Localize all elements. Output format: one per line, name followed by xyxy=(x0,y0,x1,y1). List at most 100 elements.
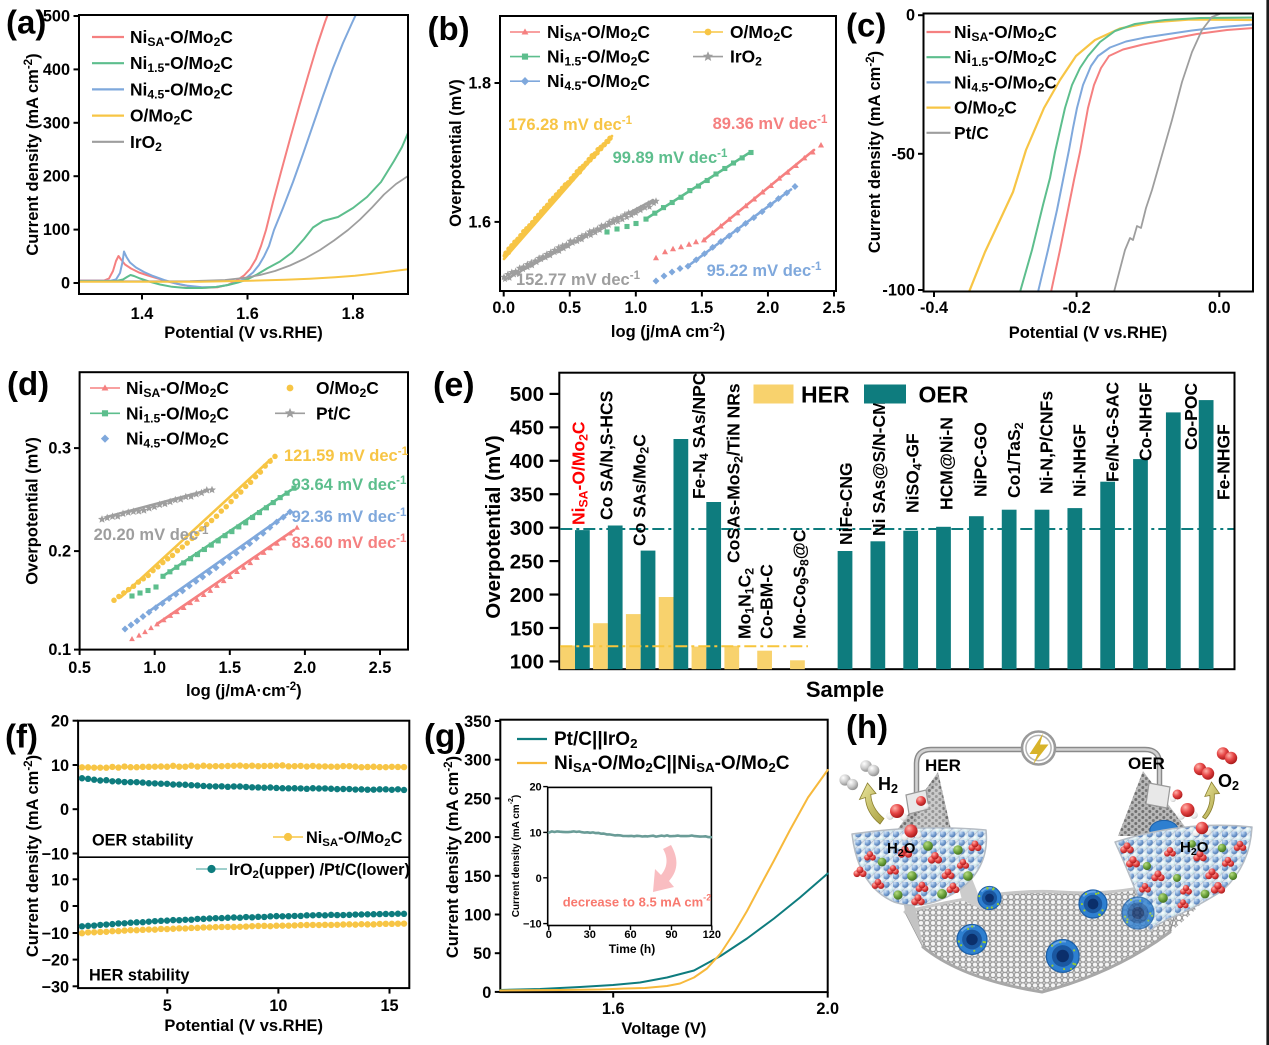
svg-text:0: 0 xyxy=(61,275,70,293)
svg-text:Ni-NHGF: Ni-NHGF xyxy=(1070,424,1090,497)
svg-text:300: 300 xyxy=(43,114,70,132)
svg-text:OER: OER xyxy=(1128,754,1165,773)
svg-text:20.20 mV dec-1​: 20.20 mV dec-1​ xyxy=(94,525,209,544)
svg-text:H2​O: H2​O xyxy=(1180,839,1209,858)
svg-text:Potential (V vs.RHE): Potential (V vs.RHE) xyxy=(164,1017,323,1035)
svg-text:200: 200 xyxy=(464,829,491,847)
svg-text:100: 100 xyxy=(464,907,491,925)
svg-text:5: 5 xyxy=(163,997,172,1015)
svg-text:Co-NHGF: Co-NHGF xyxy=(1135,382,1155,461)
svg-text:Current density (mA cm-2​): Current density (mA cm-2​) xyxy=(443,756,462,958)
svg-text:200: 200 xyxy=(510,584,544,607)
svg-text:121.59 mV dec-1​: 121.59 mV dec-1​ xyxy=(284,446,409,465)
svg-text:O/Mo2​C: O/Mo2​C xyxy=(316,378,379,400)
svg-text:2.0: 2.0 xyxy=(816,1000,839,1018)
svg-text:Fe-N4​ SAs/NPC: Fe-N4​ SAs/NPC xyxy=(689,372,711,499)
svg-text:250: 250 xyxy=(464,790,491,808)
svg-text:400: 400 xyxy=(43,61,70,79)
svg-text:15: 15 xyxy=(380,997,398,1015)
svg-text:Time (h): Time (h) xyxy=(609,942,655,956)
svg-text:0: 0 xyxy=(546,929,552,941)
svg-text:Ni-N,P/CNFs: Ni-N,P/CNFs xyxy=(1036,391,1056,494)
svg-text:1.5: 1.5 xyxy=(691,299,714,317)
svg-text:(c): (c) xyxy=(846,7,886,44)
svg-text:NiSA​-O/Mo2​C: NiSA​-O/Mo2​C xyxy=(306,829,403,849)
svg-text:IrO2​(upper) /Pt/C(lower): IrO2​(upper) /Pt/C(lower) xyxy=(229,861,410,881)
svg-text:0.0: 0.0 xyxy=(1208,299,1231,317)
svg-text:Voltage (V): Voltage (V) xyxy=(621,1020,706,1038)
svg-text:HCM@Ni-N: HCM@Ni-N xyxy=(936,417,956,510)
svg-text:CoSAs-MoS2​/TiN NRs: CoSAs-MoS2​/TiN NRs xyxy=(723,383,745,563)
svg-text:0.2: 0.2 xyxy=(48,543,71,561)
svg-text:Ni4.5​-O/Mo2​C: Ni4.5​-O/Mo2​C xyxy=(126,429,229,451)
svg-text:92.36 mV dec-1​: 92.36 mV dec-1​ xyxy=(292,507,407,526)
svg-text:83.60 mV dec-1​: 83.60 mV dec-1​ xyxy=(292,533,407,552)
svg-text:NiSA​-O/Mo2​C: NiSA​-O/Mo2​C xyxy=(547,22,650,44)
svg-text:(d): (d) xyxy=(7,365,49,402)
svg-text:Co-BM-C: Co-BM-C xyxy=(756,564,776,639)
svg-text:30: 30 xyxy=(584,929,596,941)
svg-text:−10: −10 xyxy=(41,846,69,864)
svg-text:IrO2​: IrO2​ xyxy=(130,132,162,154)
svg-text:0: 0 xyxy=(60,898,69,916)
svg-text:0.1: 0.1 xyxy=(48,641,71,659)
svg-text:NiSA​-O/Mo2​C: NiSA​-O/Mo2​C xyxy=(568,421,590,525)
svg-text:−10: −10 xyxy=(523,919,542,931)
svg-text:1.0: 1.0 xyxy=(143,659,166,677)
svg-text:10: 10 xyxy=(529,827,541,839)
svg-text:Co-POC: Co-POC xyxy=(1181,383,1201,450)
svg-text:Current density (mA cm-2​): Current density (mA cm-2​) xyxy=(23,755,42,957)
svg-text:Mo-Co9​S8​@C: Mo-Co9​S8​@C xyxy=(789,529,811,639)
svg-text:Overpotential (mV): Overpotential (mV) xyxy=(482,435,505,618)
svg-text:10: 10 xyxy=(51,757,69,775)
svg-text:Ni4.5​-O/Mo2​C: Ni4.5​-O/Mo2​C xyxy=(547,71,650,93)
svg-text:1.0: 1.0 xyxy=(624,299,647,317)
svg-text:20: 20 xyxy=(529,782,541,794)
svg-text:HER: HER xyxy=(801,382,850,408)
svg-text:NiSO4​-GF: NiSO4​-GF xyxy=(902,433,924,513)
svg-text:0.0: 0.0 xyxy=(492,299,515,317)
svg-text:Potential (V vs.RHE): Potential (V vs.RHE) xyxy=(164,324,323,342)
svg-text:152.77 mV dec-1​: 152.77 mV dec-1​ xyxy=(516,270,641,289)
svg-text:Pt/C||IrO2​: Pt/C||IrO2​ xyxy=(554,729,638,751)
svg-text:0: 0 xyxy=(482,984,491,1002)
svg-text:(e): (e) xyxy=(433,366,475,404)
svg-text:OER: OER xyxy=(919,382,969,408)
svg-text:2.5: 2.5 xyxy=(823,299,846,317)
svg-text:Ni1.5​-O/Mo2​C: Ni1.5​-O/Mo2​C xyxy=(547,47,650,69)
svg-text:0.5: 0.5 xyxy=(68,659,91,677)
svg-text:Mo1​N1​C2​: Mo1​N1​C2​ xyxy=(734,568,756,639)
svg-text:O/Mo2​C: O/Mo2​C xyxy=(954,98,1017,120)
svg-text:NiPC-GO: NiPC-GO xyxy=(970,422,990,497)
svg-text:IrO2​: IrO2​ xyxy=(730,47,762,69)
svg-text:1.5: 1.5 xyxy=(218,659,241,677)
svg-text:O2​: O2​ xyxy=(1218,771,1239,793)
svg-text:H2​O: H2​O xyxy=(887,840,916,859)
svg-text:NiFe-CNG: NiFe-CNG xyxy=(836,462,856,545)
svg-text:0: 0 xyxy=(906,7,915,25)
svg-text:0: 0 xyxy=(60,801,69,819)
svg-text:450: 450 xyxy=(510,417,544,440)
svg-text:1.8: 1.8 xyxy=(468,75,491,93)
svg-text:0.3: 0.3 xyxy=(48,440,71,458)
svg-text:500: 500 xyxy=(510,383,544,406)
svg-text:Current density (mA cm-2​): Current density (mA cm-2​) xyxy=(865,51,884,253)
svg-text:Pt/C: Pt/C xyxy=(316,403,351,423)
svg-text:-100: -100 xyxy=(882,282,915,300)
svg-text:Overpotential (mV): Overpotential (mV) xyxy=(447,79,465,227)
svg-text:Ni SAs@S/N-CMF: Ni SAs@S/N-CMF xyxy=(869,389,889,536)
svg-text:OER stability: OER stability xyxy=(92,832,193,850)
svg-text:100: 100 xyxy=(510,651,544,674)
svg-text:Ni1.5​-O/Mo2​C: Ni1.5​-O/Mo2​C xyxy=(954,47,1057,69)
svg-text:HER stability: HER stability xyxy=(89,967,189,985)
svg-text:Co SA/N,S-HCS: Co SA/N,S-HCS xyxy=(596,391,616,520)
svg-text:90: 90 xyxy=(665,929,677,941)
svg-text:HER: HER xyxy=(925,756,961,775)
svg-text:93.64 mV dec-1​: 93.64 mV dec-1​ xyxy=(292,475,407,494)
svg-text:120: 120 xyxy=(703,929,721,941)
svg-text:-0.2: -0.2 xyxy=(1063,299,1091,317)
svg-text:Potential (V vs.RHE): Potential (V vs.RHE) xyxy=(1009,324,1168,342)
svg-text:500: 500 xyxy=(43,8,70,26)
svg-text:150: 150 xyxy=(464,868,491,886)
svg-text:(h): (h) xyxy=(846,708,888,745)
